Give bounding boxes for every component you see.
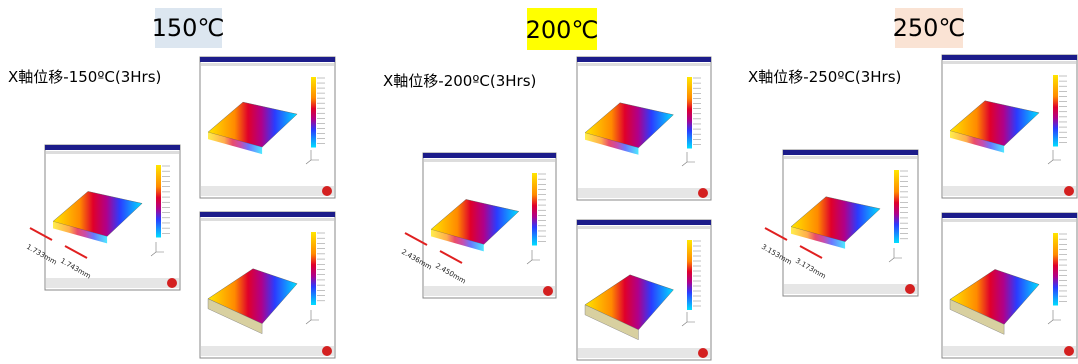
window-menubar: [46, 151, 179, 154]
slide: 150℃ 200℃ 250℃ X軸位移-150ºC(3Hrs) X軸位移-200…: [0, 0, 1078, 364]
legend-bar: [1053, 233, 1058, 306]
logo: [322, 346, 332, 356]
sim-window: [200, 57, 335, 198]
status-bar: [943, 186, 1076, 196]
status-bar: [201, 346, 334, 356]
logo: [167, 278, 177, 288]
logo: [905, 284, 915, 294]
panel-title: X軸位移-250ºC(3Hrs): [748, 68, 901, 86]
legend-bar: [311, 77, 316, 148]
panel-title: X軸位移-200ºC(3Hrs): [383, 72, 536, 90]
status-bar: [46, 278, 179, 288]
status-bar: [943, 346, 1076, 356]
window-titlebar: [942, 55, 1077, 60]
legend-bar: [1053, 75, 1058, 147]
legend-bar: [894, 170, 899, 243]
legend-bar: [687, 77, 692, 149]
sim-window: [577, 57, 711, 200]
window-menubar: [578, 226, 710, 229]
window-titlebar: [423, 153, 556, 158]
logo: [543, 286, 553, 296]
status-bar: [784, 284, 917, 294]
window-menubar: [578, 63, 710, 66]
legend-bar: [532, 173, 537, 246]
window-menubar: [943, 219, 1076, 222]
window-menubar: [201, 218, 334, 221]
sim-window: [783, 150, 918, 296]
status-bar: [424, 286, 555, 296]
window-titlebar: [577, 220, 711, 225]
window-menubar: [784, 156, 917, 159]
page: 150℃ 200℃ 250℃ X軸位移-150ºC(3Hrs) X軸位移-200…: [0, 0, 1078, 364]
header: 250℃: [893, 14, 966, 42]
status-bar: [578, 188, 710, 198]
legend-bar: [156, 165, 161, 238]
window-menubar: [943, 61, 1076, 64]
legend-bar: [687, 240, 692, 310]
sim-window: [577, 220, 711, 360]
header: 150℃: [152, 14, 225, 42]
status-bar: [578, 348, 710, 358]
status-bar: [201, 186, 334, 196]
panel-title: X軸位移-150ºC(3Hrs): [8, 68, 161, 86]
logo: [1064, 186, 1074, 196]
window-titlebar: [45, 145, 180, 150]
window-titlebar: [200, 212, 335, 217]
window-titlebar: [783, 150, 918, 155]
window-titlebar: [942, 213, 1077, 218]
sim-window: [200, 212, 335, 358]
sim-window: [942, 55, 1077, 198]
logo: [322, 186, 332, 196]
sim-window: [423, 153, 556, 298]
window-titlebar: [200, 57, 335, 62]
logo: [698, 348, 708, 358]
sim-window: [942, 213, 1077, 358]
window-titlebar: [577, 57, 711, 62]
header: 200℃: [526, 16, 599, 44]
logo: [698, 188, 708, 198]
window-menubar: [424, 159, 555, 162]
logo: [1064, 346, 1074, 356]
sim-window: [45, 145, 180, 290]
window-menubar: [201, 63, 334, 66]
legend-bar: [311, 232, 316, 305]
